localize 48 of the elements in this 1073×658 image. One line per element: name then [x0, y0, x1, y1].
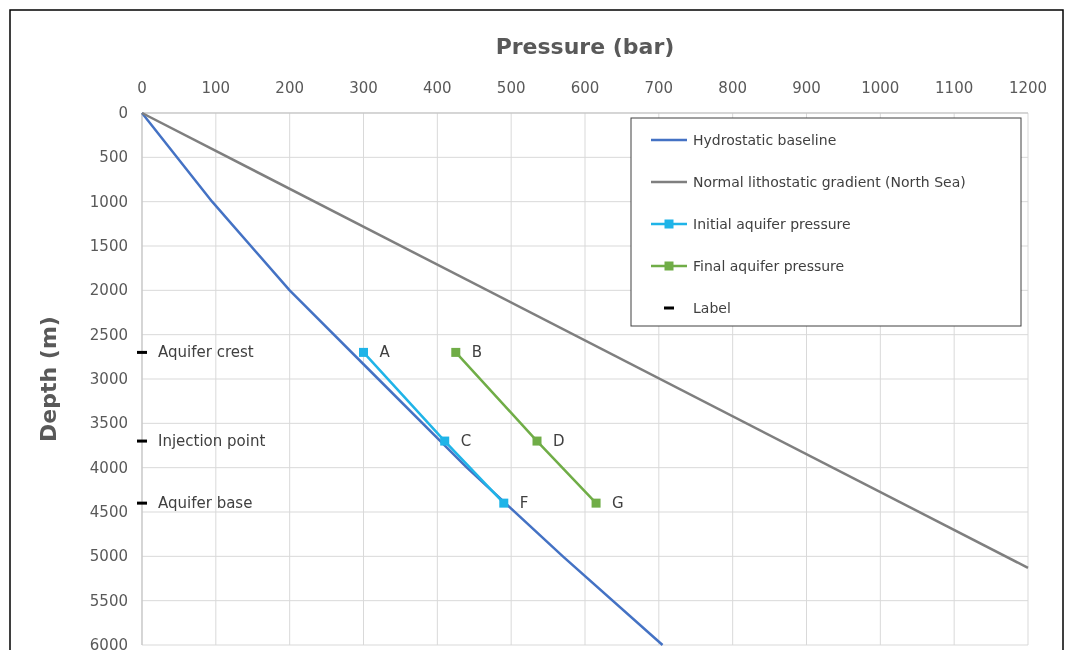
data-label: G [612, 494, 624, 513]
point [499, 498, 509, 508]
x-tick-label: 100 [201, 79, 231, 97]
legend-label: Label [693, 300, 731, 316]
data-label: D [553, 432, 565, 451]
legend-label: Initial aquifer pressure [693, 216, 851, 232]
x-tick-label: 800 [718, 79, 747, 97]
x-tick-label: 1200 [1008, 79, 1048, 97]
y-tick-label: 5000 [89, 547, 128, 566]
data-label: C [460, 432, 472, 451]
y-tick-label: 6000 [89, 636, 128, 654]
x-tick-label: 200 [275, 79, 304, 97]
y-tick-label: 1000 [89, 192, 128, 211]
y-tick-label: 0 [118, 104, 128, 122]
x-tick-label: 700 [644, 79, 674, 97]
point [451, 347, 461, 357]
x-tick-label: 900 [792, 79, 821, 97]
data-label: Aquifer base [158, 494, 253, 513]
x-tick-label: 600 [570, 79, 600, 97]
y-tick-label: 1500 [89, 237, 128, 255]
x-tick-label: 1100 [935, 79, 974, 97]
x-tick-label: 500 [496, 79, 526, 97]
y-tick-label: 500 [99, 148, 128, 167]
legend-label: Final aquifer pressure [693, 258, 845, 274]
legend-label: Hydrostatic baseline [693, 132, 837, 148]
y-tick-label: 2500 [89, 325, 128, 344]
data-label: A [379, 343, 391, 362]
point [532, 436, 542, 446]
x-tick-label: 300 [349, 79, 378, 97]
y-tick-label: 5500 [89, 591, 128, 610]
x-tick-label: 1000 [861, 79, 900, 97]
y-axis-title: Depth (m) [36, 316, 61, 442]
data-label: B [471, 343, 483, 362]
data-label: Injection point [158, 432, 266, 451]
x-tick-label: 0 [137, 79, 147, 97]
data-label: Aquifer crest [158, 343, 254, 362]
y-tick-label: 4500 [89, 503, 128, 521]
point [359, 347, 368, 357]
point [440, 436, 450, 446]
point [591, 498, 601, 508]
y-tick-label: 3000 [89, 370, 128, 388]
x-tick-label: 400 [423, 79, 452, 97]
y-tick-label: 4000 [89, 458, 128, 477]
y-tick-label: 2000 [89, 281, 128, 300]
x-axis-title: Pressure (bar) [495, 34, 675, 59]
y-tick-label: 3500 [89, 414, 128, 433]
data-label: F [519, 494, 529, 513]
legend-label: Normal lithostatic gradient (North Sea) [693, 174, 966, 190]
